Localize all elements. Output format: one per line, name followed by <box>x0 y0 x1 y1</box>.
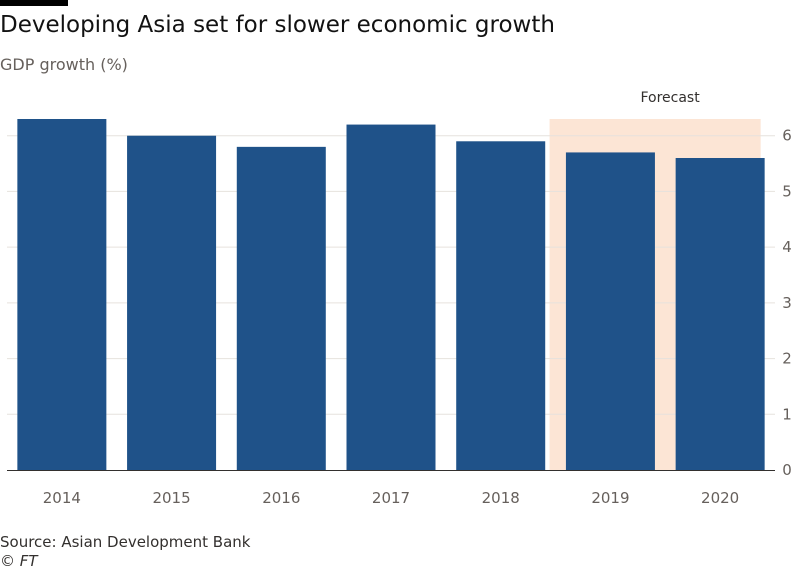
chart-title: Developing Asia set for slower economic … <box>0 12 555 38</box>
x-tick-label: 2016 <box>262 489 300 507</box>
bar-2014 <box>17 119 107 470</box>
label-layer: Forecast 0 1 2 3 4 5 6 2014 2015 2016 2017 2018 2019 2… <box>43 90 792 507</box>
y-tick-label: 0 <box>782 461 792 479</box>
bar-2018 <box>456 141 546 471</box>
bar-2020 <box>675 158 765 470</box>
x-tick-label: 2018 <box>482 489 520 507</box>
source-note: Source: Asian Development Bank <box>0 533 251 551</box>
chart-subtitle: GDP growth (%) <box>0 55 128 74</box>
bar-2016 <box>236 146 326 470</box>
forecast-label: Forecast <box>640 90 700 106</box>
top-accent-bar <box>0 0 68 6</box>
credit-note: © FT <box>0 552 38 570</box>
x-tick-label: 2020 <box>701 489 739 507</box>
y-tick-label: 6 <box>782 127 792 145</box>
bar-2017 <box>346 124 436 471</box>
y-tick-label: 5 <box>782 182 792 200</box>
x-tick-label: 2017 <box>372 489 410 507</box>
x-tick-label: 2014 <box>43 489 81 507</box>
y-tick-label: 2 <box>782 350 792 368</box>
y-tick-label: 4 <box>782 238 792 256</box>
bar-2019 <box>565 152 655 470</box>
bar-layer <box>17 119 765 471</box>
y-tick-label: 3 <box>782 294 792 312</box>
y-tick-label: 1 <box>782 405 792 423</box>
x-tick-label: 2019 <box>591 489 629 507</box>
x-tick-label: 2015 <box>152 489 190 507</box>
bar-2015 <box>127 135 217 470</box>
